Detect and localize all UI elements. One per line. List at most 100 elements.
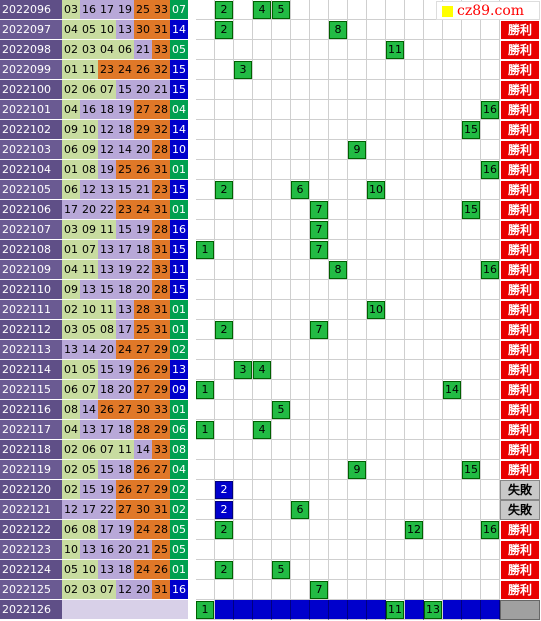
grid-cell — [367, 100, 386, 120]
number-cell: 10 — [80, 120, 98, 140]
number-cell: 13 — [116, 300, 134, 320]
result-badge: 勝利 — [500, 120, 540, 140]
grid-cell — [424, 40, 443, 60]
grid-cell — [367, 360, 386, 380]
grid-cell — [443, 560, 462, 580]
number-cell: 11 — [98, 300, 116, 320]
number-cell: 16 — [98, 540, 116, 560]
grid-cell — [329, 480, 348, 500]
grid-cell — [462, 100, 481, 120]
grid-cell — [367, 320, 386, 340]
grid-cell — [196, 500, 215, 520]
grid-cell — [329, 360, 348, 380]
number-cell: 03 — [80, 40, 98, 60]
number-cell: 03 — [62, 220, 80, 240]
result-badge: 勝利 — [500, 460, 540, 480]
grid-cell — [367, 540, 386, 560]
grid-cell — [348, 300, 367, 320]
number-cell: 01 — [170, 320, 188, 340]
number-cell: 01 — [62, 240, 80, 260]
number-cell: 28 — [152, 220, 170, 240]
result-badge: 失敗 — [500, 500, 540, 520]
number-cell: 01 — [170, 200, 188, 220]
grid-cell — [272, 460, 291, 480]
grid-cell — [424, 200, 443, 220]
grid-cell — [462, 40, 481, 60]
hit-mark: 2 — [215, 1, 233, 19]
hit-mark: 2 — [215, 21, 233, 39]
number-cell: 20 — [116, 380, 134, 400]
number-cell: 29 — [152, 360, 170, 380]
number-cell: 02 — [62, 460, 80, 480]
number-cell: 10 — [170, 140, 188, 160]
grid-cell — [405, 140, 424, 160]
result-badge: 勝利 — [500, 260, 540, 280]
number-cell: 03 — [62, 320, 80, 340]
logo-square-icon — [442, 6, 453, 17]
period-cell: 2022102 — [0, 120, 62, 140]
grid-cell — [443, 120, 462, 140]
grid-cell — [405, 100, 424, 120]
grid-cell — [386, 0, 405, 20]
grid-cell — [234, 480, 253, 500]
number-cell: 13 — [98, 260, 116, 280]
hit-mark: 1 — [196, 381, 214, 399]
period-cell: 2022115 — [0, 380, 62, 400]
grid-cell — [386, 240, 405, 260]
grid-cell — [386, 20, 405, 40]
grid-cell — [196, 400, 215, 420]
grid-cell — [291, 80, 310, 100]
grid-cell — [386, 220, 405, 240]
number-cell: 17 — [62, 200, 80, 220]
number-cell: 01 — [170, 400, 188, 420]
grid-cell — [291, 0, 310, 20]
number-cell: 25 — [152, 540, 170, 560]
number-cell: 11 — [80, 60, 98, 80]
number-cell: 30 — [134, 400, 152, 420]
grid-cell — [424, 140, 443, 160]
grid-cell — [405, 60, 424, 80]
grid-cell — [234, 20, 253, 40]
number-cell: 11 — [80, 260, 98, 280]
grid-cell — [310, 340, 329, 360]
period-cell: 2022104 — [0, 160, 62, 180]
grid-cell — [253, 460, 272, 480]
grid-cell — [367, 120, 386, 140]
number-cell: 20 — [134, 280, 152, 300]
grid-cell — [215, 360, 234, 380]
grid-cell — [481, 420, 500, 440]
number-cell — [80, 600, 98, 620]
grid-cell — [424, 100, 443, 120]
number-cell: 19 — [116, 0, 134, 20]
grid-cell — [215, 420, 234, 440]
grid-cell — [405, 460, 424, 480]
grid-cell — [196, 200, 215, 220]
number-cell: 18 — [116, 460, 134, 480]
number-cell: 13 — [80, 420, 98, 440]
grid-cell — [386, 340, 405, 360]
hit-mark: 16 — [481, 261, 499, 279]
number-cell: 31 — [152, 300, 170, 320]
number-cell: 27 — [116, 400, 134, 420]
number-cell: 17 — [116, 240, 134, 260]
period-cell: 2022106 — [0, 200, 62, 220]
grid-cell — [386, 320, 405, 340]
grid-cell — [253, 540, 272, 560]
grid-cell — [215, 100, 234, 120]
grid-cell — [234, 520, 253, 540]
grid-cell — [234, 180, 253, 200]
number-cell: 17 — [80, 500, 98, 520]
grid-cell — [310, 20, 329, 40]
grid-cell — [329, 420, 348, 440]
grid-cell — [329, 80, 348, 100]
grid-cell — [291, 480, 310, 500]
site-logo[interactable]: cz89.com — [436, 1, 540, 20]
grid-cell — [443, 60, 462, 80]
grid-cell — [291, 20, 310, 40]
grid-cell — [367, 400, 386, 420]
grid-cell — [329, 600, 348, 620]
grid-cell — [272, 180, 291, 200]
grid-cell — [348, 580, 367, 600]
number-cell: 27 — [134, 380, 152, 400]
